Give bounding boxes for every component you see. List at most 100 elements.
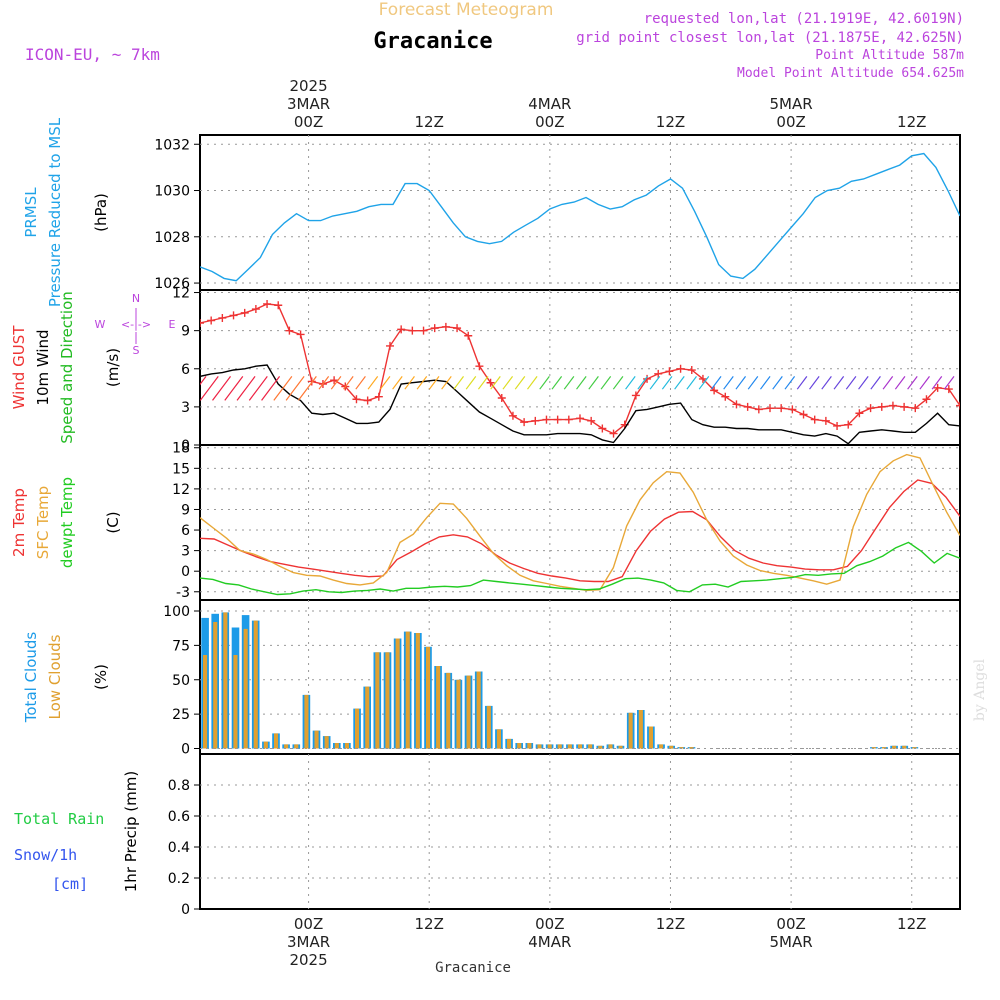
bar-low-clouds [274, 733, 279, 749]
wind-direction-barb [919, 376, 930, 390]
wind-direction-barb [539, 376, 550, 390]
gust-marker [397, 325, 406, 334]
wind-direction-barb [698, 376, 710, 390]
gust-marker [665, 367, 674, 376]
wind-direction-barb [649, 376, 661, 390]
wind-direction-barb [379, 376, 391, 390]
gust-marker [497, 393, 506, 402]
y-tick-label: 0.2 [168, 871, 190, 887]
gust-marker [888, 401, 897, 410]
bar-low-clouds [507, 738, 512, 749]
wind-direction-barb [723, 376, 734, 390]
gust-marker [263, 299, 272, 308]
bar-low-clouds [638, 710, 643, 749]
gust-marker [587, 416, 596, 425]
gust-marker [922, 395, 931, 404]
gust-marker [274, 301, 283, 310]
y-axis-label: Pressure Reduced to MSL [46, 117, 64, 307]
wind-direction-barb [858, 376, 869, 390]
gust-marker [564, 415, 573, 424]
gust-marker [296, 330, 305, 339]
y-tick-label: 25 [172, 707, 190, 723]
bar-low-clouds [608, 744, 613, 749]
wind-direction-barb [588, 376, 599, 390]
gust-marker [441, 322, 450, 331]
wind-direction-barb [784, 376, 796, 390]
y-tick-label: 6 [181, 362, 190, 378]
panel-frame [199, 753, 961, 910]
bottom-time-label: 12Z [415, 915, 444, 933]
bar-low-clouds [395, 638, 400, 749]
gust-marker [453, 324, 462, 333]
compass-n: N [132, 292, 140, 305]
y-axis-label: dewpt Temp [58, 477, 76, 568]
wind-direction-barb [502, 376, 514, 390]
gust-marker [877, 402, 886, 411]
wind-direction-barb [318, 376, 330, 390]
bar-low-clouds [476, 671, 481, 749]
requested-coords: requested lon,lat (21.1919E, 42.6019N) [644, 11, 964, 27]
wind-direction-barb [273, 376, 293, 401]
y-tick-label: 1028 [154, 230, 190, 246]
model-label: ICON-EU, ~ 7km [25, 45, 160, 64]
wind-direction-barb [441, 376, 452, 390]
y-tick-label: 1026 [154, 276, 190, 292]
gust-marker [531, 416, 540, 425]
wind-direction-barb [882, 376, 894, 390]
y-tick-label: 0 [181, 902, 190, 918]
bar-low-clouds [213, 622, 218, 749]
y-tick-label: 3 [181, 400, 190, 416]
wind-direction-barb [661, 376, 673, 390]
bar-low-clouds [405, 631, 410, 749]
wind-direction-barb [236, 376, 256, 401]
bar-low-clouds [547, 744, 552, 749]
gridpoint-coords: grid point closest lon,lat (21.1875E, 42… [576, 30, 964, 46]
gust-marker [956, 401, 960, 410]
wind-direction-barb [870, 376, 881, 390]
wind-direction-barb [416, 376, 428, 390]
series-line-dewpt-temp [200, 541, 960, 596]
wind-direction-barb [625, 376, 636, 390]
bottom-time-label: 5MAR [770, 933, 813, 951]
wind-direction-barb [453, 376, 464, 390]
bar-low-clouds [588, 744, 593, 749]
wind-direction-barb [490, 376, 501, 390]
wind-direction-barb [355, 376, 366, 390]
wind-direction-barb [224, 376, 244, 401]
bar-low-clouds [304, 694, 309, 749]
panel-pressure: 1026 1028 1030 1032 PRMSL Pressure Reduced to… [22, 117, 961, 307]
gust-marker [866, 404, 875, 413]
wind-direction-barb [428, 376, 440, 390]
panel-wind: 0 3 6 9 12 Wind GUST 10m Wind Speed and Directi… [10, 286, 961, 454]
series-line-2m-temp [200, 479, 960, 583]
y-tick-label: 1032 [154, 137, 190, 153]
gust-marker [430, 324, 439, 333]
bottom-time-label: 12Z [897, 915, 926, 933]
y-axis-label: Wind GUST [10, 325, 28, 410]
bottom-time-label: 2025 [289, 951, 327, 969]
top-time-label: 2025 [289, 77, 327, 95]
gust-marker [408, 326, 417, 335]
bar-low-clouds [233, 655, 238, 749]
wind-direction-barb [330, 376, 342, 390]
y-axis-label: PRMSL [22, 187, 40, 238]
y-tick-label: 18 [172, 441, 190, 457]
bar-low-clouds [314, 730, 319, 749]
gust-marker [676, 364, 685, 373]
gust-marker [330, 376, 339, 385]
location-title: Gracanice [373, 29, 492, 54]
gust-marker [766, 404, 774, 413]
gust-marker [777, 404, 786, 413]
bar-low-clouds [334, 743, 339, 749]
bar-low-clouds [385, 652, 390, 749]
bar-low-clouds [426, 646, 431, 749]
wind-direction-barb [477, 376, 489, 390]
bottom-time-label: 00Z [294, 915, 323, 933]
panel-temperature: -3 0 3 6 9 12 15 18 2m Temp SFC Temp dewpt Temp (C) [10, 441, 961, 601]
y-axis-label: SFC Temp [34, 486, 52, 559]
y-tick-label: 75 [172, 638, 190, 654]
wind-direction-barb [551, 376, 563, 390]
compass-e: E [169, 318, 176, 331]
